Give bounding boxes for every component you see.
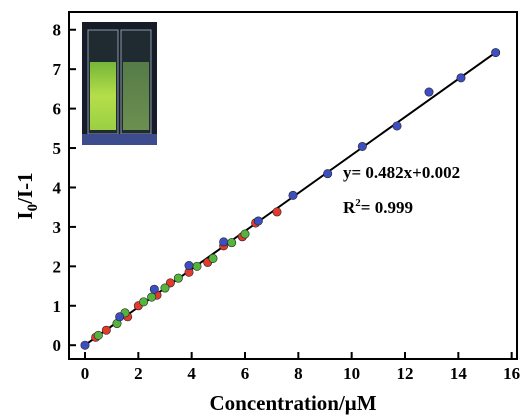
blue-data-point <box>219 237 229 247</box>
fit-equation: y= 0.482x+0.002 <box>343 163 460 182</box>
y-tick-label: 1 <box>53 297 62 316</box>
blue-data-point <box>491 48 501 58</box>
x-tick-label: 8 <box>294 364 303 383</box>
green-data-point <box>240 229 250 239</box>
x-tick-label: 12 <box>397 364 414 383</box>
red-data-point <box>272 207 282 217</box>
green-data-point <box>93 330 103 340</box>
x-tick-label: 16 <box>503 364 520 383</box>
plot-frame <box>68 11 518 360</box>
y-tick-label: 4 <box>53 178 62 197</box>
cuvette-right <box>123 62 149 130</box>
blue-data-point <box>357 141 367 151</box>
y-axis-title: I0/I-1 <box>13 172 41 219</box>
y-axis-ticks: 0 1 2 3 4 5 6 7 8 <box>53 21 76 355</box>
x-axis-title: Concentration/μM <box>209 391 376 415</box>
y-tick-label: 6 <box>53 100 62 119</box>
inset-photo <box>82 22 157 145</box>
green-data-point <box>160 283 170 293</box>
green-data-point <box>192 261 202 271</box>
data-points <box>80 48 501 350</box>
red-data-point <box>101 325 111 335</box>
green-data-point <box>173 273 183 283</box>
y-tick-label: 3 <box>53 218 62 237</box>
blue-data-point <box>288 190 298 200</box>
y-tick-label: 0 <box>53 336 62 355</box>
y-tick-label: 7 <box>53 60 62 79</box>
cuvette-left <box>90 62 116 130</box>
blue-data-point <box>323 169 333 179</box>
blue-data-point <box>184 261 194 271</box>
y-tick-label: 5 <box>53 139 62 158</box>
r-squared: R2= 0.999 <box>343 197 413 217</box>
green-data-point <box>208 253 218 263</box>
blue-data-point <box>392 121 402 131</box>
blue-data-point <box>456 73 466 83</box>
y-tick-label: 2 <box>53 257 62 276</box>
y-tick-label: 8 <box>53 21 62 40</box>
blue-data-point <box>80 340 90 350</box>
x-axis-ticks: 0 2 4 6 8 10 12 14 16 <box>81 352 520 383</box>
green-data-point <box>139 297 149 307</box>
green-data-point <box>227 238 237 248</box>
x-tick-label: 4 <box>187 364 196 383</box>
green-data-point <box>147 292 157 302</box>
x-tick-label: 0 <box>81 364 90 383</box>
blue-data-point <box>424 87 434 97</box>
blue-data-point <box>253 216 263 226</box>
blue-data-point <box>115 312 125 322</box>
x-tick-label: 6 <box>241 364 250 383</box>
x-tick-label: 2 <box>134 364 143 383</box>
blue-data-point <box>149 284 159 294</box>
x-tick-label: 14 <box>450 364 468 383</box>
x-tick-label: 10 <box>343 364 360 383</box>
